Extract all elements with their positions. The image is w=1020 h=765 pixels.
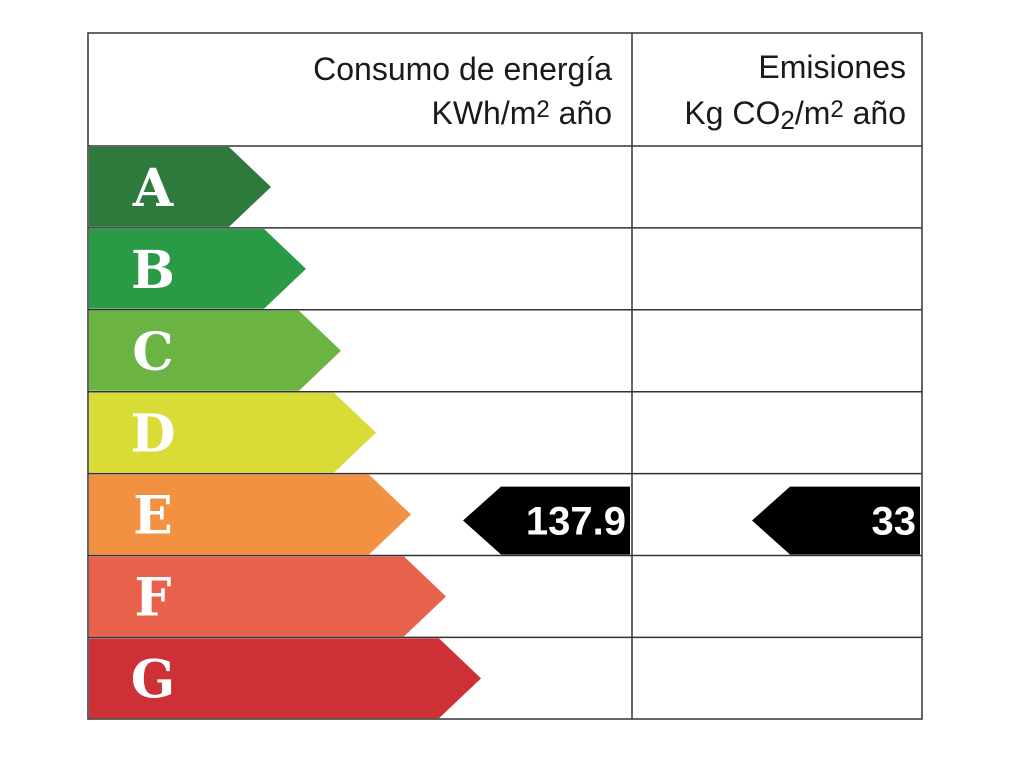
emissions-unit: Kg CO2/m2 año (684, 95, 906, 135)
unit-part: /m (795, 95, 831, 131)
rating-arrow (89, 474, 411, 555)
unit-subscript: 2 (780, 105, 794, 135)
table-grid (87, 32, 923, 720)
unit-part: KWh/m (431, 95, 536, 131)
unit-superscript: 2 (536, 96, 549, 123)
emissions-title: Emisiones (758, 49, 906, 85)
rating-letter: B (131, 240, 175, 301)
rating-arrow (89, 638, 481, 719)
indicator-arrow (463, 486, 630, 555)
unit-superscript: 2 (830, 96, 843, 123)
rating-arrow (89, 392, 376, 473)
rating-arrow (89, 556, 446, 637)
unit-part: Kg CO (684, 95, 780, 131)
rating-arrow (89, 147, 271, 227)
rating-letter: F (135, 567, 172, 628)
rating-arrow (89, 310, 341, 391)
rating-letter: G (131, 649, 175, 710)
consumption-title: Consumo de energía (313, 51, 612, 87)
indicator-arrow (752, 486, 920, 555)
rating-letter: D (130, 404, 175, 465)
table-border (87, 32, 923, 720)
indicator-value: 137.9 (526, 500, 626, 544)
indicator-value: 33 (872, 500, 917, 544)
consumption-unit: KWh/m2 año (431, 95, 612, 131)
rating-letter: E (133, 486, 173, 547)
unit-part: año (844, 95, 906, 131)
unit-part: año (550, 95, 612, 131)
rating-letter: C (132, 322, 173, 383)
rating-letter: A (132, 158, 174, 219)
rating-arrow (89, 228, 306, 309)
